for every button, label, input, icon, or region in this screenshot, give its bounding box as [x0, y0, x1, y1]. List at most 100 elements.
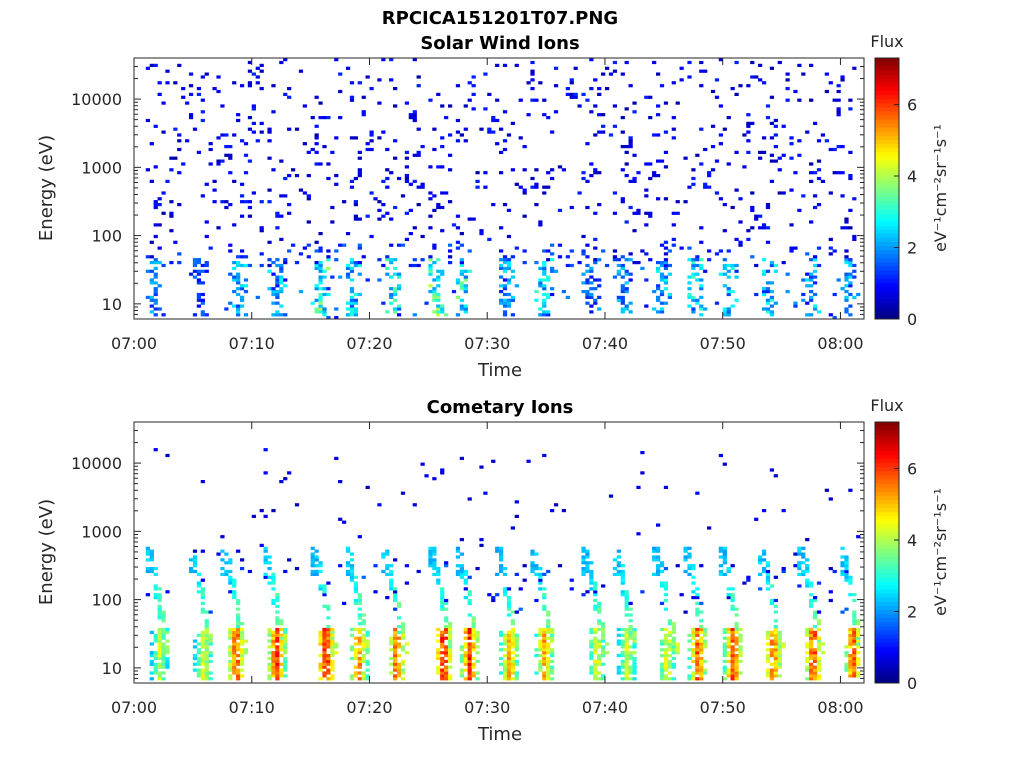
heatmap-cell — [593, 659, 598, 663]
heatmap-cell — [538, 659, 543, 663]
heatmap-cell — [322, 665, 327, 669]
heatmap-cell — [275, 281, 280, 285]
heatmap-cell — [593, 604, 598, 608]
heatmap-cell — [157, 648, 162, 652]
heatmap-cell — [353, 587, 358, 591]
heatmap-cell — [408, 182, 413, 186]
heatmap-cell — [632, 229, 637, 233]
heatmap-cell — [357, 636, 362, 640]
colorbar-segment — [875, 454, 899, 460]
heatmap-cell — [279, 480, 284, 484]
heatmap-cell — [243, 263, 249, 268]
heatmap-cell — [200, 194, 205, 198]
heatmap-cell — [318, 668, 323, 672]
heatmap-cell — [730, 674, 735, 678]
heatmap-cell — [589, 266, 594, 270]
heatmap-cell — [667, 295, 672, 299]
heatmap-cell — [491, 130, 496, 134]
heatmap-cell — [699, 601, 704, 605]
heatmap-cell — [550, 677, 555, 681]
heatmap-cell — [593, 648, 598, 652]
heatmap-cell — [597, 113, 602, 117]
heatmap-cell — [279, 263, 284, 268]
heatmap-cell — [773, 662, 778, 666]
heatmap-cell — [232, 656, 237, 661]
heatmap-cell — [428, 214, 433, 218]
heatmap-cell — [502, 677, 508, 681]
heatmap-cell — [502, 636, 508, 640]
heatmap-cell — [236, 659, 241, 663]
heatmap-cell — [239, 304, 245, 308]
heatmap-cell — [393, 636, 398, 640]
heatmap-cell — [659, 642, 665, 646]
heatmap-cell — [436, 269, 441, 273]
heatmap-cell — [204, 662, 209, 666]
heatmap-cell — [663, 593, 669, 597]
heatmap-cell — [220, 159, 225, 163]
heatmap-cell — [267, 674, 272, 678]
heatmap-cell — [852, 636, 857, 640]
heatmap-cell — [459, 298, 464, 302]
heatmap-cell — [232, 659, 237, 663]
heatmap-cell — [318, 269, 323, 273]
heatmap-cell — [149, 642, 154, 646]
heatmap-cell — [428, 546, 433, 550]
heatmap-cell — [624, 659, 629, 663]
heatmap-cell — [793, 246, 798, 250]
heatmap-cell — [275, 604, 280, 608]
heatmap-cell — [632, 671, 637, 675]
heatmap-cell — [389, 58, 394, 62]
heatmap-cell — [385, 176, 390, 181]
heatmap-cell — [271, 662, 276, 666]
heatmap-cell — [624, 150, 629, 154]
heatmap-cell — [542, 310, 547, 314]
heatmap-cell — [271, 633, 276, 637]
heatmap-cell — [691, 575, 696, 579]
heatmap-cell — [659, 561, 665, 565]
heatmap-cell — [538, 627, 543, 632]
heatmap-cell — [844, 654, 849, 658]
heatmap-cell — [400, 491, 406, 495]
heatmap-cell — [444, 636, 449, 640]
heatmap-cell — [361, 613, 366, 617]
heatmap-cell — [440, 304, 445, 308]
heatmap-cell — [652, 572, 657, 576]
heatmap-cell — [467, 598, 472, 603]
heatmap-cell — [157, 607, 162, 611]
heatmap-cell — [530, 78, 535, 82]
heatmap-cell — [173, 240, 178, 244]
heatmap-cell — [428, 555, 433, 559]
heatmap-cell — [279, 654, 284, 658]
heatmap-cell — [385, 147, 390, 152]
heatmap-cell — [310, 561, 315, 565]
heatmap-cell — [565, 87, 570, 91]
heatmap-cell — [769, 153, 775, 157]
heatmap-cell — [703, 185, 708, 189]
heatmap-cell — [314, 150, 319, 154]
heatmap-cell — [467, 659, 472, 663]
heatmap-cell — [542, 313, 547, 317]
heatmap-cell — [259, 87, 264, 91]
heatmap-cell — [546, 636, 551, 640]
heatmap-cell — [848, 633, 853, 637]
heatmap-cell — [161, 648, 166, 652]
heatmap-cell — [655, 266, 661, 270]
heatmap-cell — [455, 546, 461, 550]
heatmap-cell — [306, 243, 311, 247]
heatmap-cell — [632, 642, 637, 646]
heatmap-cell — [145, 558, 150, 562]
heatmap-cell — [765, 674, 771, 678]
heatmap-cell — [393, 292, 398, 297]
heatmap-cell — [161, 654, 166, 658]
heatmap-cell — [400, 630, 406, 634]
heatmap-cell — [471, 107, 476, 111]
heatmap-cell — [318, 665, 323, 669]
heatmap-cell — [267, 263, 272, 268]
heatmap-cell — [279, 674, 284, 678]
heatmap-cell — [279, 266, 284, 270]
heatmap-cell — [495, 142, 500, 146]
colorbar-segment — [875, 666, 899, 672]
heatmap-cell — [361, 671, 366, 675]
heatmap-cell — [542, 113, 547, 117]
heatmap-cell — [812, 625, 818, 629]
